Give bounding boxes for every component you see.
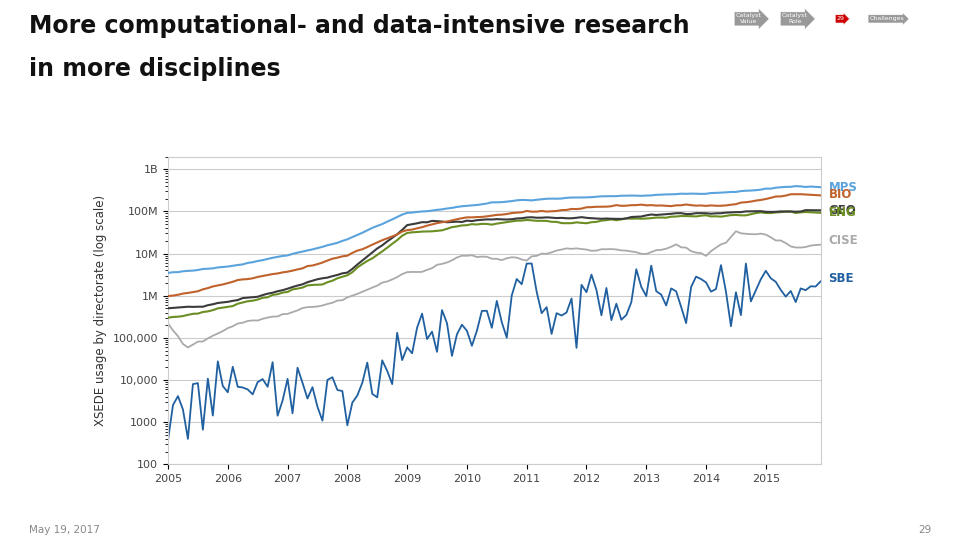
Text: Catalyst
Role: Catalyst Role bbox=[782, 14, 807, 24]
Text: Challenges: Challenges bbox=[870, 16, 904, 22]
Text: MPS: MPS bbox=[828, 180, 857, 193]
Text: Catalyst
Value: Catalyst Value bbox=[736, 14, 761, 24]
Text: in more disciplines: in more disciplines bbox=[29, 57, 280, 80]
Text: More computational- and data-intensive research: More computational- and data-intensive r… bbox=[29, 14, 689, 37]
Y-axis label: XSEDE usage by directorate (log scale): XSEDE usage by directorate (log scale) bbox=[94, 195, 108, 426]
Text: CISE: CISE bbox=[828, 234, 858, 247]
Text: BIO: BIO bbox=[828, 188, 852, 201]
Text: GEO: GEO bbox=[828, 204, 856, 217]
Text: May 19, 2017: May 19, 2017 bbox=[29, 524, 100, 535]
Text: ENG: ENG bbox=[828, 206, 856, 219]
Text: SBE: SBE bbox=[828, 273, 854, 286]
Text: 29: 29 bbox=[918, 524, 931, 535]
Text: 29: 29 bbox=[837, 16, 845, 22]
